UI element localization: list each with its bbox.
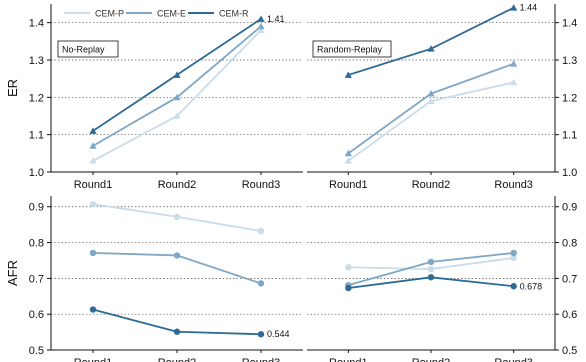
data-label: 1.41 [267,14,285,24]
data-point-cem-r [257,15,265,22]
data-point-cem-p [257,227,265,235]
y-tick-label: 1.4 [562,18,577,30]
y-tick-label: 1.1 [562,130,577,142]
y-tick-label: 1.0 [29,167,44,179]
legend-label-cem-r: CEM-R [219,9,249,19]
y-tick-label: 0.5 [562,345,577,357]
y-tick-label: 0.5 [29,345,44,357]
data-point-cem-e [257,22,265,30]
data-point-cem-e [427,90,435,97]
data-point-cem-p [173,213,181,220]
y-tick-label: 1.3 [29,55,44,67]
x-tick-label: Round1 [329,179,368,191]
data-point-cem-r [427,45,435,52]
panel-title-box [312,40,392,58]
y-tick-label: 0.9 [29,202,44,214]
data-point-cem-r [173,71,181,78]
data-label: 0.544 [267,329,290,339]
data-point-cem-e [257,280,265,287]
data-point-cem-e [344,149,352,157]
data-point-cem-r [345,284,352,292]
x-tick-label: Round1 [74,179,113,191]
data-point-cem-r [427,274,435,281]
data-point-cem-r [510,283,517,290]
y-tick-label: 1.2 [562,92,577,104]
x-tick-label: Round2 [412,357,451,362]
x-tick-label: Round1 [329,357,368,362]
x-tick-label: Round3 [242,357,281,362]
series-line-cem-e [347,62,514,155]
y-tick-label: 0.6 [29,309,44,321]
legend-label-cem-e: CEM-E [157,9,186,19]
data-point-cem-e [89,142,97,149]
y-tick-label: 1.3 [562,55,577,67]
panel-title-box [57,40,119,58]
y-tick-label: 1.2 [29,92,44,104]
data-point-cem-p [427,97,435,104]
data-point-cem-e [510,249,517,257]
data-point-cem-r [173,328,181,335]
data-label: 1.44 [520,3,538,13]
x-tick-label: Round2 [158,179,197,191]
data-point-cem-p [345,264,352,271]
data-point-cem-p [257,26,265,34]
data-label: 0.678 [520,281,543,291]
data-point-cem-p [427,265,435,273]
y-tick-label: 0.6 [562,309,577,321]
data-point-cem-e [427,258,435,266]
data-point-cem-p [89,157,97,164]
x-tick-label: Round3 [494,179,533,191]
y-tick-label: 0.8 [562,238,577,250]
data-point-cem-e [89,249,97,257]
x-tick-label: Round3 [494,357,533,362]
data-point-cem-p [89,201,97,208]
data-point-cem-p [173,112,181,119]
y-tick-label: 0.8 [29,238,44,250]
y-axis-label: AFR [5,260,20,286]
data-point-cem-e [510,60,518,67]
data-point-cem-p [510,78,518,86]
panel-title: No-Replay [62,45,105,55]
panel-title: Random-Replay [317,45,383,55]
y-tick-label: 0.7 [562,273,577,285]
y-tick-label: 1.0 [562,167,577,179]
y-tick-label: 1.4 [29,18,44,30]
x-tick-label: Round1 [74,357,113,362]
data-point-cem-r [344,71,352,78]
x-tick-label: Round2 [412,179,451,191]
x-tick-label: Round3 [242,179,281,191]
data-point-cem-e [173,252,181,259]
data-point-cem-e [173,93,181,101]
data-point-cem-r [510,4,518,11]
y-tick-label: 0.7 [29,273,44,285]
data-point-cem-p [510,254,517,262]
y-tick-label: 0.9 [562,202,577,214]
y-tick-label: 1.1 [29,130,44,142]
x-tick-label: Round2 [158,357,197,362]
data-point-cem-r [257,331,265,338]
y-axis-label: ER [5,79,20,97]
legend-label-cem-p: CEM-P [95,9,124,19]
data-point-cem-p [344,157,352,164]
data-point-cem-r [89,306,97,313]
data-point-cem-r [89,127,97,134]
